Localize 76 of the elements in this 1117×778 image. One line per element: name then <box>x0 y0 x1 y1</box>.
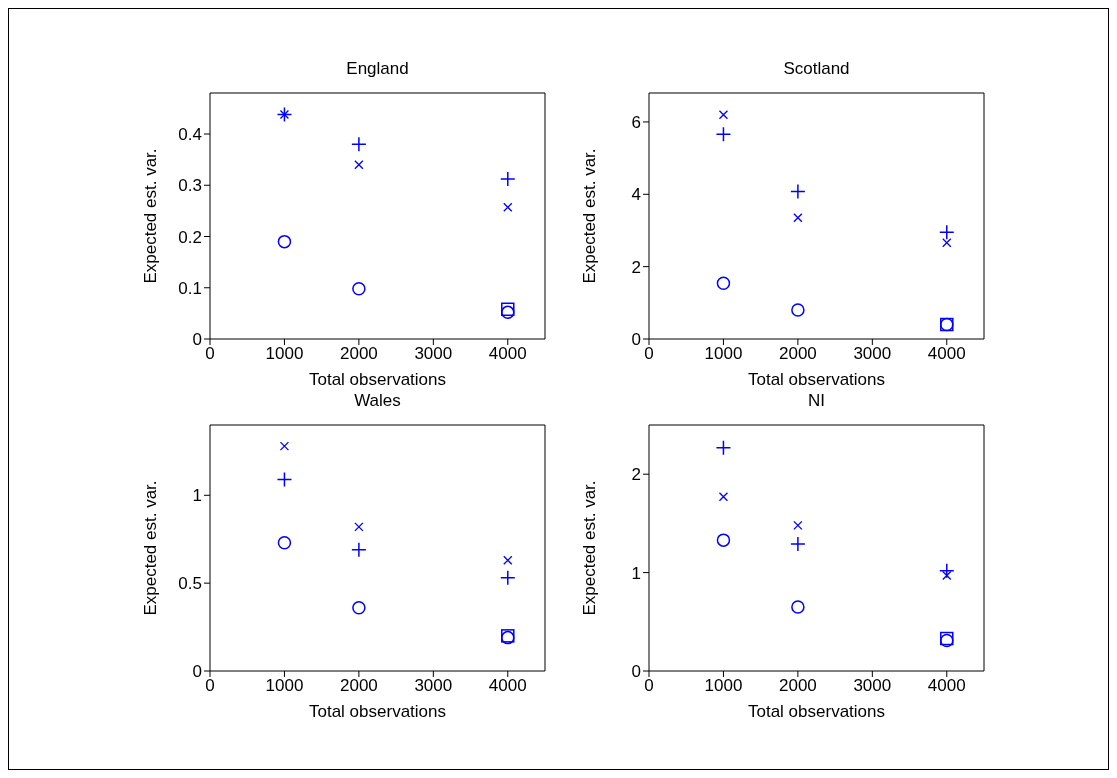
y-tick-label: 0 <box>192 330 202 350</box>
x-tick-label: 0 <box>205 676 215 696</box>
y-tick-label: 0 <box>631 662 641 682</box>
point <box>352 600 366 615</box>
x-tick-label: 4000 <box>927 676 966 696</box>
y-tick-label: 0.5 <box>178 574 202 594</box>
y-tick-label: 2 <box>631 465 641 485</box>
point <box>939 224 955 241</box>
x-tick-label: 2000 <box>339 676 378 696</box>
point <box>351 136 367 152</box>
y-tick-label: 1 <box>192 486 202 506</box>
y-tick-label: 0.2 <box>178 227 202 247</box>
chart-title: Scotland <box>782 59 851 80</box>
x-axis-title: Total observations <box>747 370 886 389</box>
y-tick-label: 0.1 <box>178 278 202 298</box>
y-tick-label: 6 <box>631 112 641 132</box>
x-tick-label: 2000 <box>778 344 817 364</box>
point <box>793 520 803 531</box>
x-tick-label: 3000 <box>414 676 453 696</box>
x-tick-label: 4000 <box>488 344 527 364</box>
x-tick-label: 1000 <box>265 676 304 696</box>
chart-title: NI <box>807 391 826 412</box>
x-tick-label: 2000 <box>339 344 378 364</box>
point <box>354 522 364 532</box>
y-tick-label: 0.3 <box>178 176 202 196</box>
point <box>716 276 731 291</box>
chart-title: Wales <box>353 391 402 412</box>
y-tick-label: 1 <box>631 563 641 583</box>
x-tick-label: 0 <box>644 344 654 364</box>
point <box>715 126 732 142</box>
point <box>718 492 729 502</box>
x-axis-title: Total observations <box>747 702 886 721</box>
point <box>276 471 293 488</box>
point <box>793 213 803 223</box>
x-tick-label: 0 <box>644 676 654 696</box>
y-tick-label: 0 <box>192 662 202 682</box>
y-tick-label: 0 <box>631 330 641 350</box>
point <box>790 536 806 552</box>
x-tick-label: 1000 <box>704 676 743 696</box>
x-tick-label: 4000 <box>488 676 527 696</box>
point <box>942 238 952 248</box>
point <box>503 555 513 565</box>
point <box>352 282 366 296</box>
y-tick-label: 2 <box>631 257 641 277</box>
point <box>351 542 367 558</box>
y-axis-title: Expected est. var. <box>580 148 600 284</box>
point <box>791 600 805 614</box>
point <box>716 533 731 547</box>
point <box>790 183 806 200</box>
x-tick-label: 0 <box>205 344 215 364</box>
x-tick-label: 3000 <box>853 344 892 364</box>
y-axis-title: Expected est. var. <box>141 148 161 284</box>
x-axis-title: Total observations <box>308 702 447 721</box>
y-axis-title: Expected est. var. <box>580 480 600 616</box>
point <box>791 303 805 317</box>
x-tick-label: 4000 <box>927 344 966 364</box>
point <box>500 171 516 187</box>
point <box>715 439 732 456</box>
point <box>277 535 292 550</box>
point <box>277 234 292 249</box>
point <box>500 570 516 586</box>
point <box>279 441 290 451</box>
y-axis-title: Expected est. var. <box>141 480 161 616</box>
x-tick-label: 2000 <box>778 676 817 696</box>
point <box>503 202 513 212</box>
y-tick-label: 0.4 <box>178 125 202 145</box>
x-tick-label: 1000 <box>265 344 304 364</box>
x-tick-label: 3000 <box>853 676 892 696</box>
x-axis-title: Total observations <box>308 370 447 389</box>
point <box>718 110 729 120</box>
chart-title: England <box>345 59 410 80</box>
y-tick-label: 4 <box>631 185 641 205</box>
x-tick-label: 1000 <box>704 344 743 364</box>
x-tick-label: 3000 <box>414 344 453 364</box>
point <box>354 160 364 170</box>
point <box>939 562 955 579</box>
